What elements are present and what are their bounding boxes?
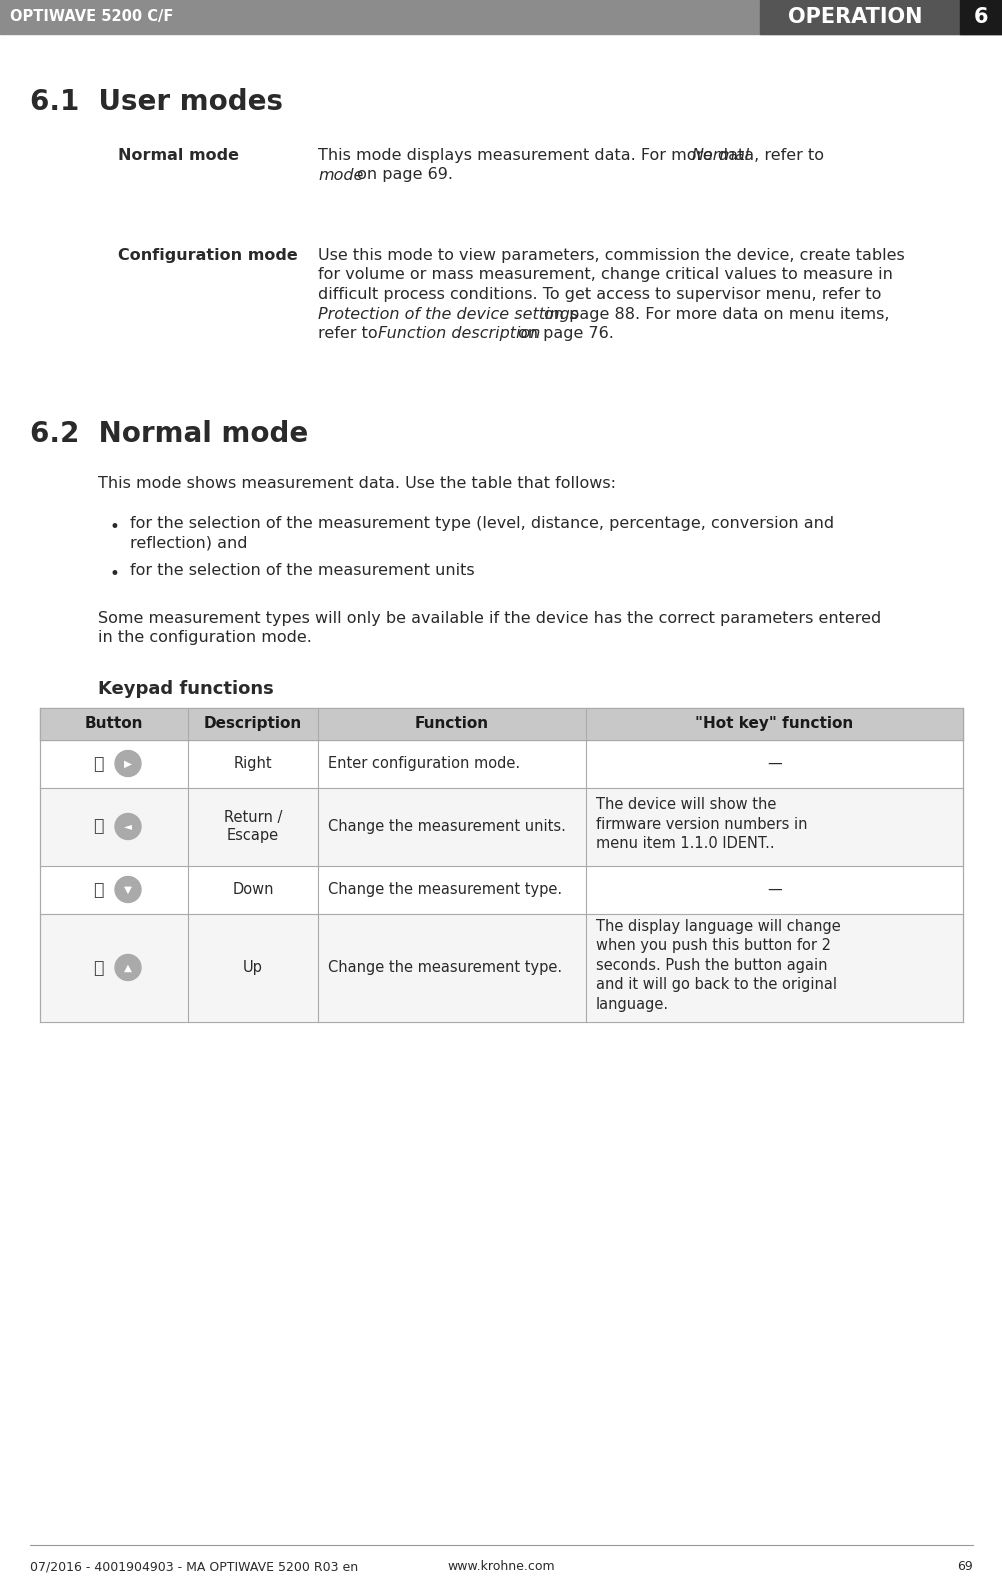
Text: on page 69.: on page 69. bbox=[352, 167, 453, 183]
Text: This mode displays measurement data. For more data, refer to: This mode displays measurement data. For… bbox=[318, 148, 829, 162]
Text: Description: Description bbox=[203, 716, 302, 730]
Bar bbox=[40, 913, 962, 1021]
Text: 👉: 👉 bbox=[93, 880, 103, 899]
Text: ▲: ▲ bbox=[124, 963, 132, 972]
Text: on page 76.: on page 76. bbox=[517, 326, 613, 340]
Text: 👉: 👉 bbox=[93, 958, 103, 977]
Bar bbox=[0, 0, 1002, 33]
Text: OPTIWAVE 5200 C/F: OPTIWAVE 5200 C/F bbox=[10, 10, 173, 24]
Text: Enter configuration mode.: Enter configuration mode. bbox=[328, 756, 520, 772]
Text: OPERATION: OPERATION bbox=[787, 6, 921, 27]
Text: Some measurement types will only be available if the device has the correct para: Some measurement types will only be avai… bbox=[98, 611, 881, 625]
Text: when you push this button for 2: when you push this button for 2 bbox=[595, 939, 831, 953]
Text: on page 88. For more data on menu items,: on page 88. For more data on menu items, bbox=[543, 307, 889, 321]
Text: This mode shows measurement data. Use the table that follows:: This mode shows measurement data. Use th… bbox=[98, 476, 615, 492]
Text: Down: Down bbox=[232, 881, 274, 897]
Bar bbox=[40, 866, 962, 913]
Text: in the configuration mode.: in the configuration mode. bbox=[98, 630, 312, 644]
Text: menu item 1.1.0 IDENT..: menu item 1.1.0 IDENT.. bbox=[595, 837, 774, 851]
Text: Up: Up bbox=[242, 959, 263, 975]
Text: Change the measurement units.: Change the measurement units. bbox=[328, 819, 565, 834]
Text: for the selection of the measurement type (level, distance, percentage, conversi: for the selection of the measurement typ… bbox=[130, 515, 834, 531]
Text: Configuration mode: Configuration mode bbox=[118, 248, 298, 263]
Text: The device will show the: The device will show the bbox=[595, 797, 776, 813]
Text: Protection of the device settings: Protection of the device settings bbox=[318, 307, 577, 321]
Text: •: • bbox=[110, 565, 120, 582]
Text: 6.1  User modes: 6.1 User modes bbox=[30, 88, 283, 116]
Bar bbox=[959, 0, 1002, 33]
Text: language.: language. bbox=[595, 996, 668, 1012]
Bar bbox=[40, 740, 962, 788]
Text: 👉: 👉 bbox=[93, 754, 103, 773]
Text: for the selection of the measurement units: for the selection of the measurement uni… bbox=[130, 563, 474, 578]
Text: seconds. Push the button again: seconds. Push the button again bbox=[595, 958, 827, 972]
Text: Normal: Normal bbox=[691, 148, 749, 162]
Text: The display language will change: The display language will change bbox=[595, 918, 840, 934]
Bar bbox=[40, 788, 962, 866]
Text: mode: mode bbox=[318, 167, 363, 183]
Text: ◄: ◄ bbox=[124, 821, 132, 832]
Circle shape bbox=[115, 813, 141, 840]
Text: for volume or mass measurement, change critical values to measure in: for volume or mass measurement, change c… bbox=[318, 267, 892, 283]
Text: ▼: ▼ bbox=[124, 885, 132, 894]
Circle shape bbox=[115, 751, 141, 776]
Text: refer to: refer to bbox=[318, 326, 383, 340]
Text: 6: 6 bbox=[973, 6, 987, 27]
Text: Function description: Function description bbox=[378, 326, 540, 340]
Circle shape bbox=[115, 955, 141, 980]
Text: •: • bbox=[110, 519, 120, 536]
Text: 69: 69 bbox=[956, 1561, 972, 1573]
Text: Button: Button bbox=[84, 716, 143, 730]
Text: reflection) and: reflection) and bbox=[130, 536, 247, 550]
Text: 6.2  Normal mode: 6.2 Normal mode bbox=[30, 420, 308, 449]
Text: 👉: 👉 bbox=[93, 818, 103, 835]
Text: —: — bbox=[767, 756, 782, 772]
Text: Function: Function bbox=[415, 716, 489, 730]
Text: Keypad functions: Keypad functions bbox=[98, 679, 274, 697]
Bar bbox=[40, 708, 962, 740]
Text: Return /
Escape: Return / Escape bbox=[223, 810, 282, 843]
Text: Change the measurement type.: Change the measurement type. bbox=[328, 959, 561, 975]
Text: difficult process conditions. To get access to supervisor menu, refer to: difficult process conditions. To get acc… bbox=[318, 286, 881, 302]
Text: "Hot key" function: "Hot key" function bbox=[694, 716, 853, 730]
Text: —: — bbox=[767, 881, 782, 897]
Text: Change the measurement type.: Change the measurement type. bbox=[328, 881, 561, 897]
Text: firmware version numbers in: firmware version numbers in bbox=[595, 816, 807, 832]
Text: Normal mode: Normal mode bbox=[118, 148, 238, 162]
Text: Use this mode to view parameters, commission the device, create tables: Use this mode to view parameters, commis… bbox=[318, 248, 904, 263]
Text: Right: Right bbox=[233, 756, 272, 772]
Bar bbox=[760, 0, 1002, 33]
Text: ▶: ▶ bbox=[124, 759, 132, 768]
Text: www.krohne.com: www.krohne.com bbox=[447, 1561, 554, 1573]
Text: 07/2016 - 4001904903 - MA OPTIWAVE 5200 R03 en: 07/2016 - 4001904903 - MA OPTIWAVE 5200 … bbox=[30, 1561, 358, 1573]
Text: and it will go back to the original: and it will go back to the original bbox=[595, 977, 836, 993]
Circle shape bbox=[115, 877, 141, 902]
